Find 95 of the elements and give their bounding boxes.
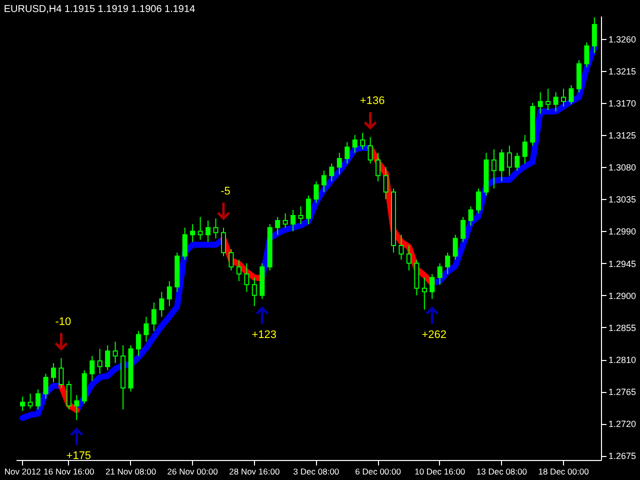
candlestick [592,16,597,54]
annotation: +262 [422,328,447,341]
candlestick [522,134,528,164]
candlestick [499,148,504,182]
y-tick-label: 1.3170 [608,98,636,108]
x-tick-label: 10 Dec 16:00 [414,466,466,476]
x-tick-label: 28 Nov 16:00 [229,466,280,476]
candlestick [506,145,512,176]
candlestick [584,42,590,68]
candlestick [306,195,311,225]
x-tick-label: 21 Nov 08:00 [105,466,156,476]
candlestick [112,341,118,364]
candlestick [561,88,566,108]
annotation: -10 [55,316,72,328]
candlestick [236,259,242,282]
candlestick [97,348,102,374]
candlestick [136,330,141,356]
candlestick [460,216,466,242]
candlestick [336,152,342,175]
annotation: -5 [220,186,230,198]
y-tick-label: 1.2945 [608,258,636,269]
candlestick [282,212,288,228]
candlestick [298,206,304,225]
candlestick [220,227,226,257]
candlestick [58,358,64,389]
candlestick [151,302,156,332]
candlestick [50,362,56,383]
candlestick [206,220,211,242]
y-tick-label: 1.3080 [608,162,636,173]
candlestick [275,216,280,236]
candlestick [36,388,41,410]
candlestick [491,148,496,189]
y-tick-label: 1.3260 [608,34,636,44]
y-tick-label: 1.2810 [608,355,636,366]
y-tick-label: 1.3215 [608,66,636,76]
candlestick [406,244,412,271]
candlestick [476,188,482,214]
candlestick [105,344,110,371]
candlestick [198,216,203,240]
candlestick [546,88,551,111]
candlestick [28,393,33,410]
candlestick [20,396,26,412]
chart-title: EURUSD,H4 1.1915 1.1919 1.1906 1.1914 [4,4,196,15]
candlestick [252,277,257,307]
candlestick [422,277,427,310]
candlestick [568,84,574,105]
x-tick-label: 6 Dec 00:00 [355,466,402,476]
y-tick-label: 1.2855 [608,322,636,333]
annotation: +123 [252,328,277,341]
x-tick-label: Nov 2012 [4,466,42,476]
y-tick-label: 1.2675 [608,451,636,462]
candlestick [90,355,95,382]
x-tick-label: 18 Dec 00:00 [538,466,590,476]
annotation: +136 [360,95,385,108]
candlestick [321,170,326,193]
x-tick-label: 3 Dec 08:00 [293,466,340,476]
candlestick [190,224,196,242]
y-tick-label: 1.2900 [608,290,636,301]
y-tick-label: 1.2720 [608,419,636,430]
candlestick [376,152,381,182]
candlestick [352,134,358,154]
candlestick [437,262,442,286]
candlestick [182,227,188,260]
candlestick [430,273,435,300]
candlestick [344,142,350,164]
candlestick [329,163,334,182]
candlestick [74,394,80,421]
candlestick [445,252,450,274]
candlestick [159,291,164,318]
candlestick [43,373,48,400]
candlestick [144,316,149,342]
y-tick-label: 1.3035 [608,194,636,205]
candlestick [314,180,319,204]
candlestick [514,152,520,172]
candlestick [244,262,250,292]
y-tick-label: 1.2765 [608,387,636,398]
candlestick [228,248,234,271]
candlestick [468,206,474,226]
candlestick [452,234,458,260]
x-tick-label: 26 Nov 00:00 [167,466,218,476]
x-tick-label: 16 Nov 16:00 [44,466,94,476]
candlestick [368,136,373,164]
candlestick [360,132,366,150]
candlestick [538,92,543,114]
y-tick-label: 1.3125 [608,130,636,141]
y-tick-label: 1.2990 [608,226,636,237]
candlestick [66,380,72,410]
annotation: +175 [66,450,92,462]
x-tick-label: 13 Dec 08:00 [476,466,528,476]
candlestick [290,209,296,232]
candlestick [398,234,404,260]
candlestick [166,280,172,307]
candlestick [383,166,388,200]
candlestick [553,92,558,112]
candlestick [213,218,218,239]
